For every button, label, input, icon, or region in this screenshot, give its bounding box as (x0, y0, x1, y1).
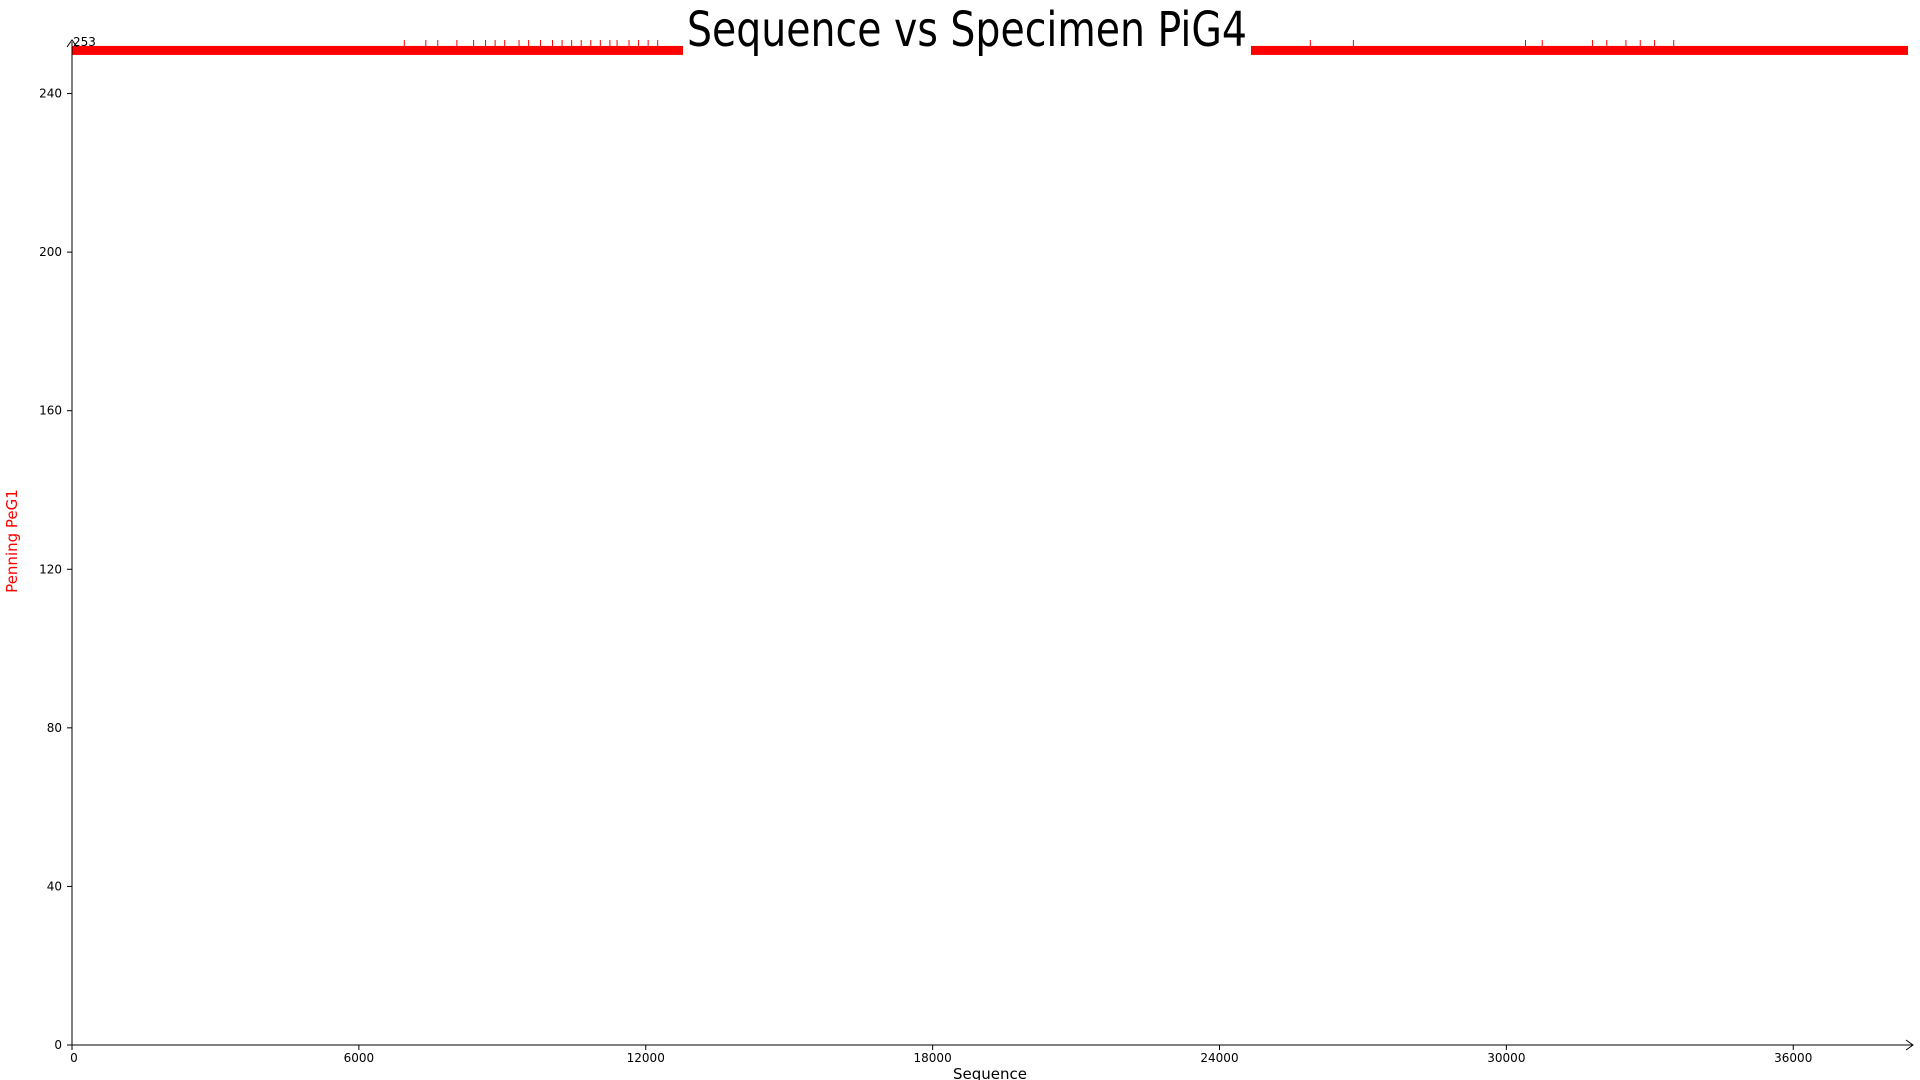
x-axis-arrow-icon (1905, 1039, 1914, 1051)
y-tick-label: 240 (39, 87, 62, 101)
x-axis-title: Sequence (953, 1065, 1027, 1080)
x-tick-label: 12000 (627, 1051, 665, 1065)
chart-title: Sequence vs Specimen PiG4 (687, 2, 1247, 58)
x-tick-label: 24000 (1200, 1051, 1238, 1065)
y-axis-title: Penning PeG1 (3, 489, 21, 593)
y-max-label: 253 (73, 35, 96, 49)
y-tick-label: 80 (47, 721, 62, 735)
x-tick-label: 18000 (914, 1051, 952, 1065)
x-tick-label: 30000 (1487, 1051, 1525, 1065)
y-axis-arrow-icon (66, 39, 78, 48)
axes (66, 39, 1914, 1051)
title-background (683, 4, 1251, 56)
series-dense-band (72, 45, 684, 55)
x-tick-label: 6000 (344, 1051, 375, 1065)
series-dense-band (1248, 45, 1908, 55)
y-tick-label: 40 (47, 879, 62, 893)
y-tick-label: 120 (39, 562, 62, 576)
x-tick-label: 0 (70, 1051, 78, 1065)
y-tick-label: 160 (39, 404, 62, 418)
y-tick-label: 200 (39, 245, 62, 259)
ticks: 0 6000 12000 18000 24000 30000 36000 0 40 80 120 16… (39, 87, 1812, 1065)
x-tick-label: 36000 (1774, 1051, 1812, 1065)
y-tick-label: 0 (54, 1038, 62, 1052)
